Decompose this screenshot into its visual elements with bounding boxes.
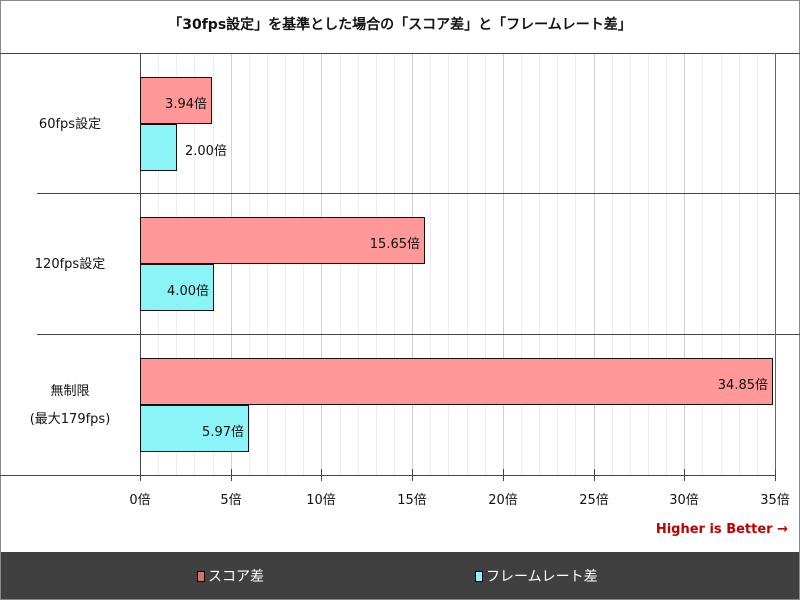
legend-label-score: スコア差	[208, 569, 264, 585]
gridline	[448, 54, 449, 475]
plot-top-border	[0, 53, 800, 54]
x-axis-line	[0, 475, 776, 476]
category-label: 120fps設定	[0, 251, 140, 279]
category-separator	[37, 193, 800, 194]
gridline	[376, 54, 377, 475]
category-label-line: 60fps設定	[38, 117, 102, 132]
gridline	[321, 54, 322, 475]
x-tick-label: 30倍	[669, 493, 699, 508]
bar-value-label: 34.85倍	[717, 378, 768, 393]
gridline	[557, 54, 558, 475]
bar-value-label: 5.97倍	[202, 425, 244, 440]
bar-score: 15.65倍	[140, 217, 425, 264]
gridline	[721, 54, 722, 475]
gridline	[412, 54, 413, 475]
x-tick-label: 10倍	[306, 493, 336, 508]
gridline	[684, 54, 685, 475]
higher-is-better-note: Higher is Better →	[655, 522, 788, 537]
gridline	[430, 54, 431, 475]
gridline	[666, 54, 667, 475]
legend-item-score: スコア差	[197, 566, 264, 586]
gridline	[575, 54, 576, 475]
x-tick	[503, 469, 504, 481]
category-label-line: 無制限	[50, 384, 90, 399]
x-tick-label: 20倍	[488, 493, 518, 508]
x-tick	[684, 469, 685, 481]
bar-fps: 2.00倍	[140, 124, 227, 171]
bar-value-label: 15.65倍	[369, 237, 420, 252]
gridline	[757, 54, 758, 475]
gridline	[340, 54, 341, 475]
bar-score: 34.85倍	[140, 358, 773, 405]
x-tick-label: 0倍	[129, 493, 151, 508]
x-tick	[321, 469, 322, 481]
x-tick	[412, 469, 413, 481]
x-tick-label: 35倍	[760, 493, 790, 508]
gridline	[231, 54, 232, 475]
x-tick	[231, 469, 232, 481]
x-tick-label: 5倍	[220, 493, 242, 508]
x-tick	[140, 469, 141, 481]
gridline	[648, 54, 649, 475]
gridline	[702, 54, 703, 475]
gridline	[467, 54, 468, 475]
gridline	[594, 54, 595, 475]
bar-value-label: 2.00倍	[185, 144, 227, 159]
gridline	[630, 54, 631, 475]
gridline	[285, 54, 286, 475]
bar-score: 3.94倍	[140, 77, 212, 124]
gridline	[503, 54, 504, 475]
x-tick	[594, 469, 595, 481]
legend-swatch-fps	[475, 570, 483, 582]
gridline	[521, 54, 522, 475]
bar-fps: 4.00倍	[140, 264, 214, 311]
gridline	[358, 54, 359, 475]
x-tick	[775, 469, 776, 481]
legend-label-fps: フレームレート差	[486, 569, 598, 585]
chart-title: 「30fps設定」を基準とした場合の「スコア差」と「フレームレート差」	[168, 17, 632, 33]
bar-fps: 5.97倍	[140, 405, 249, 452]
legend-swatch-score	[197, 570, 205, 582]
gridline	[739, 54, 740, 475]
bar-value-label: 4.00倍	[167, 284, 209, 299]
category-label-line: (最大179fps)	[29, 412, 111, 427]
plot-right-border	[775, 53, 776, 481]
legend: スコア差 フレームレート差	[1, 552, 799, 599]
gridline	[612, 54, 613, 475]
category-label: 60fps設定	[0, 111, 140, 139]
category-label-line: 120fps設定	[34, 257, 106, 272]
gridline	[485, 54, 486, 475]
category-label: 無制限 (最大179fps)	[0, 378, 140, 434]
bar-value-label: 3.94倍	[165, 97, 207, 112]
x-tick-label: 25倍	[579, 493, 609, 508]
gridline	[267, 54, 268, 475]
gridline	[303, 54, 304, 475]
category-separator	[37, 334, 800, 335]
gridline	[539, 54, 540, 475]
legend-item-fps: フレームレート差	[475, 566, 598, 586]
gridline	[394, 54, 395, 475]
gridline	[249, 54, 250, 475]
x-tick-label: 15倍	[397, 493, 427, 508]
